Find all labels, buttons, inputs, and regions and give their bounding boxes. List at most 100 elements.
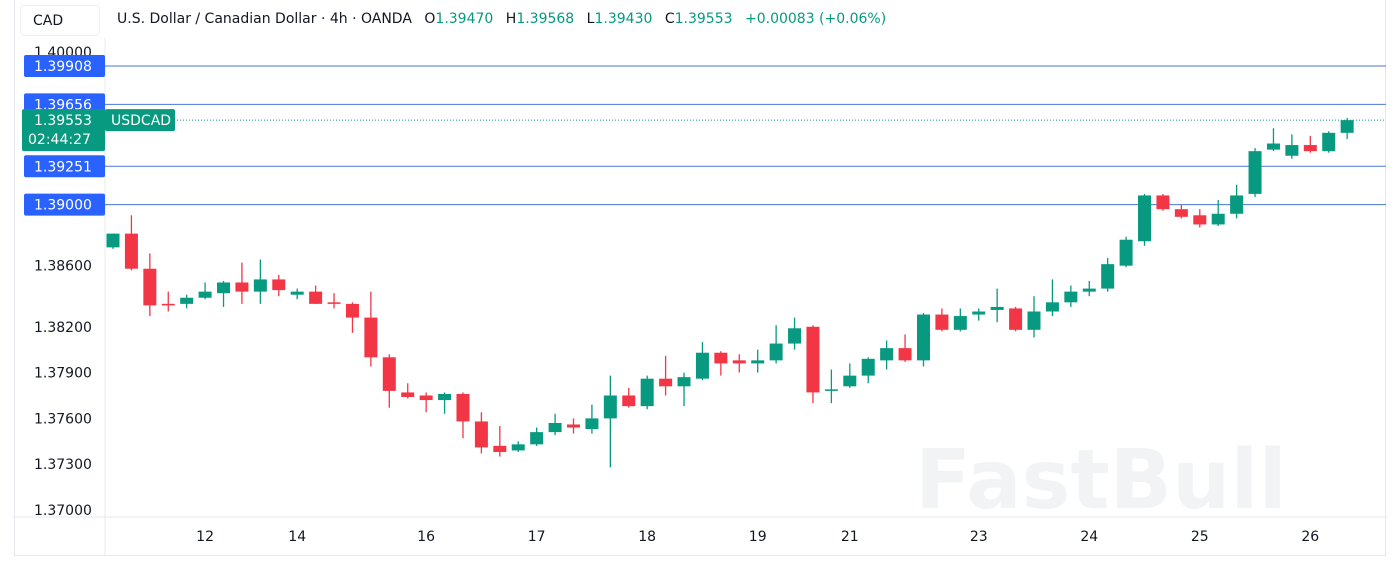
currency-scale-button[interactable]: CAD xyxy=(20,5,100,36)
low-value: 1.39430 xyxy=(594,11,653,27)
candle xyxy=(603,375,617,468)
chart-legend: U.S. Dollar / Canadian Dollar · 4h · OAN… xyxy=(117,11,886,27)
candle-body xyxy=(345,303,359,318)
candle xyxy=(511,441,525,452)
candle xyxy=(253,259,267,304)
x-tick-label: 24 xyxy=(1080,529,1098,545)
candle xyxy=(751,349,765,373)
candle xyxy=(1193,209,1207,228)
candle xyxy=(217,280,231,307)
candle xyxy=(898,334,912,362)
x-tick-label: 23 xyxy=(970,529,988,545)
candle xyxy=(732,354,746,373)
candle xyxy=(474,412,488,454)
candle xyxy=(438,392,452,414)
y-tick-label: 1.38600 xyxy=(34,259,92,275)
chart-frame xyxy=(14,0,1386,556)
candle xyxy=(548,413,562,436)
candle-body xyxy=(1027,311,1041,330)
candle xyxy=(1266,128,1280,152)
candle-body xyxy=(1156,195,1170,210)
candle-body xyxy=(180,297,194,304)
candle-body xyxy=(106,233,120,248)
candle xyxy=(1009,306,1023,332)
candle-body xyxy=(935,314,949,330)
candle xyxy=(1230,184,1244,219)
close-label: C xyxy=(664,11,675,27)
level-label: 1.39000 xyxy=(34,198,92,214)
x-tick-label: 17 xyxy=(528,529,546,545)
candle-body xyxy=(456,393,470,422)
currency-label: CAD xyxy=(33,12,64,29)
high-label: H xyxy=(505,11,517,27)
candle xyxy=(290,288,304,300)
candle xyxy=(1101,258,1115,292)
candle-body xyxy=(235,282,249,292)
candle xyxy=(806,325,820,404)
candle-body xyxy=(1138,195,1152,242)
candle xyxy=(530,427,544,446)
candle-body xyxy=(124,233,138,269)
candle xyxy=(1082,280,1096,297)
candle xyxy=(843,363,857,388)
candle-body xyxy=(732,360,746,364)
candle-body xyxy=(990,306,1004,310)
x-tick-label: 12 xyxy=(196,529,214,545)
candle xyxy=(106,233,120,249)
candle-body xyxy=(916,314,930,361)
candle xyxy=(1027,296,1041,338)
candle-body xyxy=(1193,215,1207,225)
candle-body xyxy=(953,316,967,330)
candle xyxy=(935,308,949,332)
candle-body xyxy=(382,357,396,391)
current-price-label: 1.39553 xyxy=(34,113,92,129)
candle-body xyxy=(438,393,452,401)
candle xyxy=(309,285,323,304)
candle-body xyxy=(972,311,986,315)
candle xyxy=(401,383,415,399)
candle xyxy=(493,426,507,457)
level-label-bg xyxy=(24,193,105,216)
level-label: 1.39251 xyxy=(34,159,92,175)
candle-body xyxy=(788,328,802,344)
candle-body xyxy=(1045,302,1059,312)
low-label: L xyxy=(586,11,595,27)
candle-body xyxy=(1211,213,1225,225)
candle-body xyxy=(198,291,212,298)
candle-body xyxy=(548,422,562,433)
candle xyxy=(953,308,967,332)
candle-body xyxy=(1266,143,1280,150)
candle-body xyxy=(290,291,304,295)
candle xyxy=(1303,135,1317,153)
candle xyxy=(1064,285,1078,307)
candle xyxy=(972,308,986,321)
candle-body xyxy=(1322,132,1336,152)
candle xyxy=(880,340,894,370)
candle xyxy=(990,288,1004,323)
candle-body xyxy=(511,444,525,451)
change-value: +0.00083 (+0.06%) xyxy=(744,11,887,27)
open-value: 1.39470 xyxy=(435,11,494,27)
candle xyxy=(235,262,249,304)
x-tick-label: 14 xyxy=(288,529,306,545)
candle xyxy=(419,392,433,413)
candle-body xyxy=(677,377,691,387)
candle-body xyxy=(253,279,267,292)
candle-body xyxy=(843,375,857,387)
candle-body xyxy=(1230,195,1244,214)
current-price-label-bg xyxy=(22,109,105,152)
candle-body xyxy=(143,268,157,306)
candle xyxy=(1045,279,1059,317)
high-value: 1.39568 xyxy=(516,11,575,27)
candle xyxy=(1156,193,1170,211)
y-tick-label: 1.37300 xyxy=(34,457,92,473)
symbol-label-bg xyxy=(105,109,175,132)
candle-body xyxy=(861,358,875,376)
candle-body xyxy=(217,282,231,294)
candle-body xyxy=(824,389,838,391)
candle-body xyxy=(1082,288,1096,292)
close-value: 1.39553 xyxy=(674,11,733,27)
candle-body xyxy=(806,326,820,393)
candle-body xyxy=(474,421,488,448)
